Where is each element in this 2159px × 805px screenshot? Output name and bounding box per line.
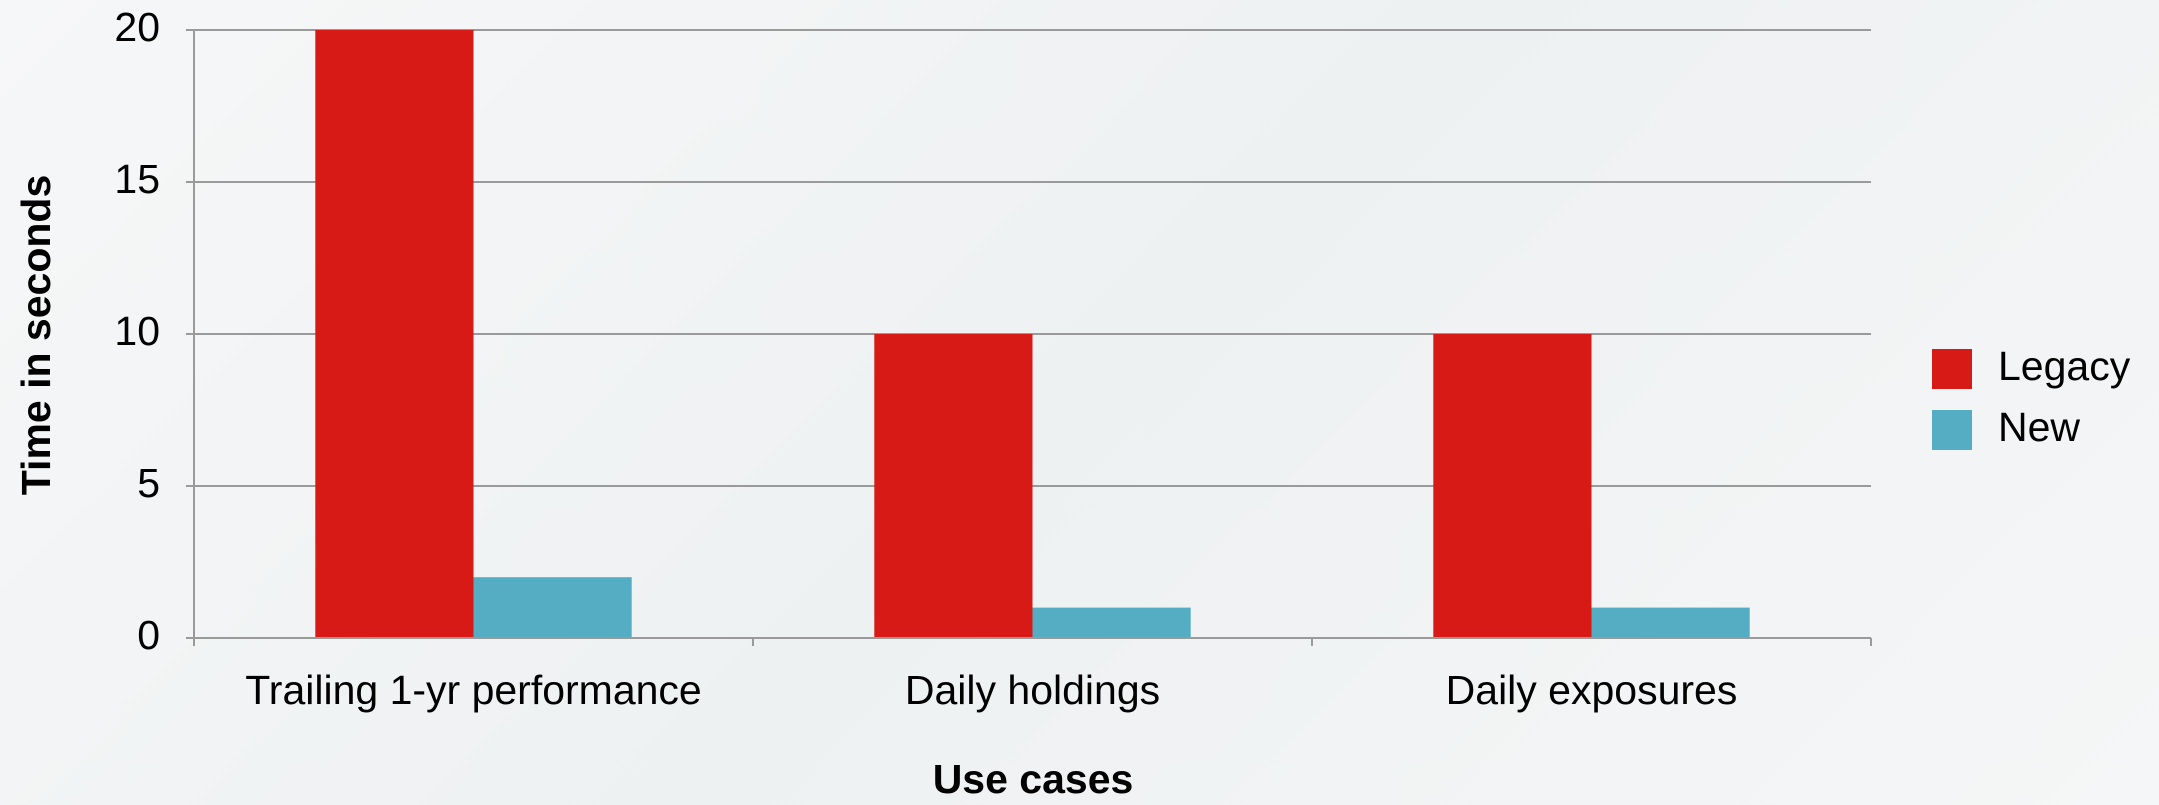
- x-tick-label: Trailing 1-yr performance: [245, 667, 701, 713]
- x-axis-label: Use cases: [933, 756, 1134, 802]
- bar: [1032, 607, 1191, 638]
- bar: [1433, 334, 1592, 638]
- legend-label: Legacy: [1998, 343, 2131, 389]
- legend-swatch: [1932, 410, 1972, 450]
- bar: [473, 577, 632, 638]
- legend-label: New: [1998, 404, 2080, 450]
- y-tick-label: 0: [137, 612, 160, 658]
- bar: [874, 334, 1033, 638]
- y-tick-label: 5: [137, 460, 160, 506]
- y-tick-label: 20: [114, 4, 160, 50]
- y-axis-label: Time in seconds: [13, 175, 59, 496]
- x-tick-label: Daily exposures: [1446, 667, 1738, 713]
- legend-swatch: [1932, 349, 1972, 389]
- y-tick-label: 10: [114, 308, 160, 354]
- x-tick-label: Daily holdings: [905, 667, 1160, 713]
- bar: [315, 30, 474, 638]
- y-tick-label: 15: [114, 156, 160, 202]
- bar: [1591, 607, 1750, 638]
